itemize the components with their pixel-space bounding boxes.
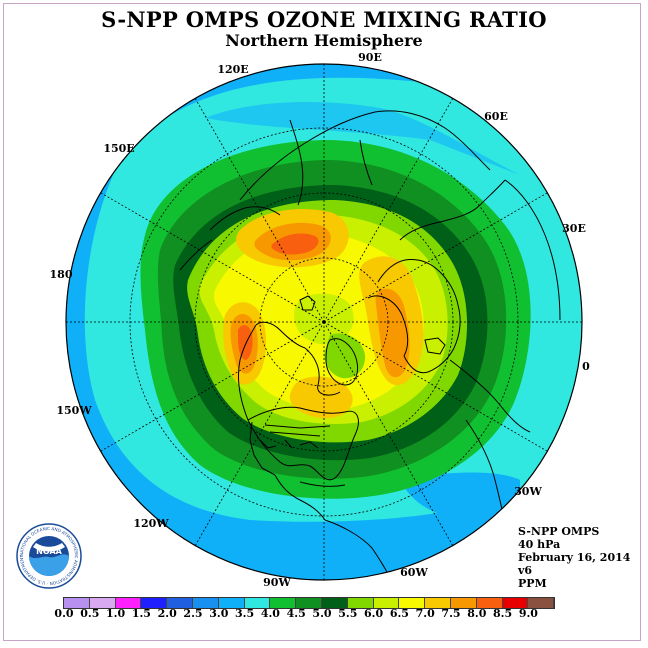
colorbar-tick-label: 2.0 [157,607,177,620]
colorbar-swatch [425,598,451,608]
lon-label-90e: 90E [358,51,382,64]
lon-label-120w: 120W [133,517,169,530]
info-date: February 16, 2014 [518,551,631,564]
noaa-logo: NATIONAL OCEANIC AND ATMOSPHERIC ADMINIS… [16,523,82,589]
colorbar [63,597,556,609]
colorbar-tick-label: 1.0 [106,607,126,620]
ozone-field [66,64,582,580]
colorbar-tick-label: 4.5 [286,607,306,620]
colorbar-swatch [64,598,90,608]
noaa-logo-text: NOAA [36,547,62,556]
colorbar-tick-label: 8.0 [467,607,487,620]
colorbar-tick-label: 7.0 [415,607,435,620]
info-block: S-NPP OMPS 40 hPa February 16, 2014 v6 P… [518,525,630,590]
colorbar-tick-label: 0.0 [54,607,74,620]
colorbar-swatch [141,598,168,608]
lon-label-120e: 120E [217,63,248,76]
colorbar-swatch [321,598,348,608]
colorbar-tick-label: 6.0 [364,607,384,620]
info-version: v6 [518,564,533,577]
colorbar-swatch [373,598,400,608]
graticule [66,64,582,580]
lon-label-150e: 150E [103,142,134,155]
figure-frame [3,3,641,641]
lon-label-150w: 150W [56,404,92,417]
colorbar-tick-label: 5.5 [338,607,358,620]
map-title: S-NPP OMPS OZONE MIXING RATIO [101,7,547,32]
colorbar-tick-label: 7.5 [441,607,461,620]
colorbar-swatch [502,598,529,608]
colorbar-tick-label: 6.5 [389,607,409,620]
colorbar-tick-label: 5.0 [312,607,332,620]
info-unit: PPM [518,577,547,590]
colorbar-swatch [115,598,142,608]
colorbar-swatch [244,598,271,608]
lon-label-60e: 60E [484,110,508,123]
colorbar-tick-label: 2.5 [183,607,203,620]
colorbar-swatch [528,598,555,608]
lon-label-30w: 30W [514,485,542,498]
colorbar-tick-label: 1.5 [131,607,151,620]
colorbar-swatch [296,598,322,608]
lon-label-0: 0 [582,360,590,373]
colorbar-tick-label: 8.5 [493,607,513,620]
colorbar-swatch [399,598,426,608]
info-instrument: S-NPP OMPS [518,525,600,538]
colorbar-tick-label: 3.5 [235,607,255,620]
colorbar-ticks: 0.0 0.5 1.0 1.5 2.0 2.5 3.0 3.5 4.0 4.5 5.0 5.5 6.0 6… [0,607,648,621]
lon-label-180: 180 [50,268,73,281]
map-border [65,63,583,581]
colorbar-swatch [476,598,503,608]
lon-label-60w: 60W [400,566,428,579]
map-subtitle: Northern Hemisphere [225,31,423,50]
lon-label-90w: 90W [263,576,291,589]
colorbar-tick-label: 3.0 [209,607,229,620]
colorbar-swatch [270,598,297,608]
colorbar-swatch [192,598,219,608]
colorbar-swatch [450,598,477,608]
colorbar-swatch [167,598,193,608]
info-level: 40 hPa [518,538,561,551]
colorbar-tick-label: 9.0 [518,607,538,620]
colorbar-swatch [218,598,245,608]
lon-label-30e: 30E [562,222,586,235]
colorbar-tick-label: 0.5 [80,607,100,620]
colorbar-swatch [89,598,116,608]
colorbar-tick-label: 4.0 [260,607,280,620]
colorbar-swatch [347,598,374,608]
